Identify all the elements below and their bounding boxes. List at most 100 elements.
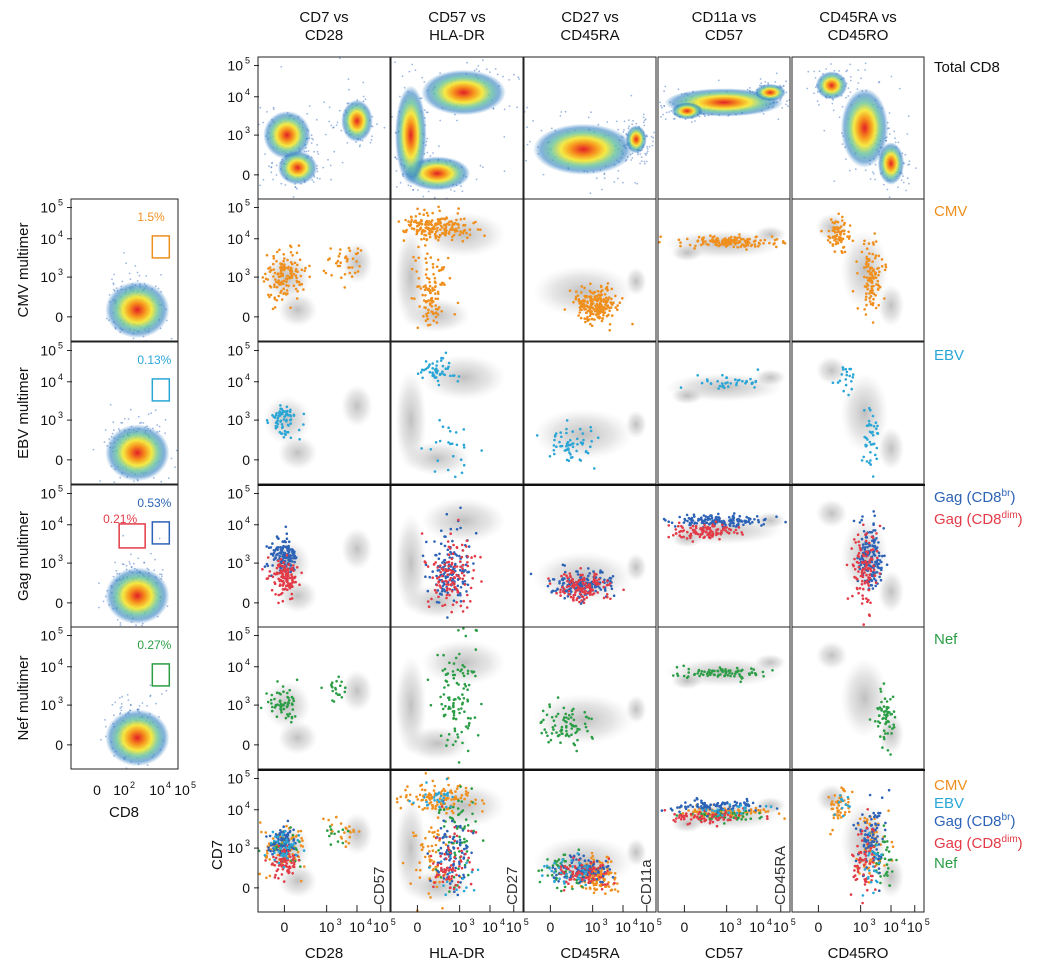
data-point [759, 78, 762, 80]
data-point [456, 593, 460, 597]
data-point [431, 211, 435, 215]
data-point [756, 368, 760, 371]
data-point [290, 597, 294, 600]
data-point [320, 686, 323, 690]
data-point [448, 698, 451, 702]
data-point [862, 523, 865, 527]
data-point [429, 703, 433, 707]
data-point [871, 475, 875, 478]
data-point [714, 238, 717, 241]
data-point [291, 854, 295, 857]
data-point [452, 233, 456, 237]
data-point [283, 841, 286, 844]
data-point [466, 555, 470, 558]
data-point [330, 178, 332, 181]
data-point [312, 138, 314, 141]
data-point [775, 515, 778, 518]
data-point [283, 291, 286, 295]
data-point [459, 568, 462, 572]
data-point [883, 713, 886, 716]
data-point [865, 555, 868, 558]
data-point [262, 178, 265, 181]
data-point [578, 311, 582, 314]
data-point [427, 223, 430, 227]
data-point [277, 272, 280, 275]
data-point [729, 382, 732, 385]
data-point [564, 570, 567, 574]
data-point [877, 541, 880, 544]
data-point [440, 372, 443, 375]
data-point [561, 582, 565, 585]
data-point [409, 221, 413, 224]
data-point [558, 580, 561, 583]
data-point [279, 593, 283, 596]
data-point [417, 245, 420, 249]
data-point [344, 840, 348, 843]
data-point [457, 761, 461, 764]
data-point [419, 287, 423, 290]
data-point [459, 604, 463, 608]
data-point [423, 208, 426, 212]
data-point [461, 672, 465, 675]
data-point [427, 308, 430, 312]
data-point [422, 230, 426, 233]
data-point [627, 127, 630, 130]
data-point [292, 863, 296, 866]
data-point [601, 311, 605, 314]
data-point [834, 237, 837, 241]
data-point [460, 185, 462, 188]
data-point [706, 518, 710, 522]
data-point [831, 235, 835, 239]
data-point [432, 319, 436, 323]
data-point [278, 700, 282, 703]
data-point [302, 288, 305, 291]
data-point [871, 321, 875, 324]
data-point [583, 592, 587, 595]
data-point [749, 377, 752, 381]
data-point [686, 530, 689, 534]
background-density [754, 368, 787, 387]
data-point [562, 716, 566, 719]
data-point [424, 561, 427, 564]
background-density [394, 655, 427, 755]
data-point [466, 672, 470, 675]
data-point [450, 557, 454, 561]
data-point [764, 81, 767, 83]
data-point [269, 293, 273, 297]
data-point [577, 314, 580, 317]
data-point [278, 833, 281, 837]
data-point [259, 706, 263, 710]
data-point [285, 537, 289, 540]
data-point [466, 593, 469, 597]
data-point [434, 230, 438, 234]
data-point [848, 374, 851, 378]
data-point [595, 177, 598, 180]
data-point [290, 270, 293, 274]
data-point [747, 241, 751, 244]
data-point [453, 313, 457, 316]
data-point [451, 374, 455, 378]
data-point [609, 577, 613, 580]
data-point [880, 258, 884, 261]
column-title: CD45RA vs [819, 9, 897, 26]
data-point [872, 243, 875, 246]
data-point [459, 593, 462, 597]
data-point [672, 533, 675, 537]
data-point [461, 580, 465, 584]
data-point [267, 293, 270, 297]
data-point [836, 226, 839, 229]
data-point [735, 381, 738, 385]
data-point [580, 291, 583, 294]
data-point [739, 680, 742, 684]
data-point [351, 257, 355, 261]
data-point [715, 516, 718, 520]
data-point [704, 240, 707, 243]
data-point [854, 541, 857, 544]
data-point [436, 566, 440, 569]
data-point [567, 589, 571, 593]
data-point [269, 698, 273, 702]
data-point [716, 532, 720, 535]
data-point [570, 727, 573, 730]
data-point [864, 262, 868, 266]
data-point [730, 672, 734, 675]
